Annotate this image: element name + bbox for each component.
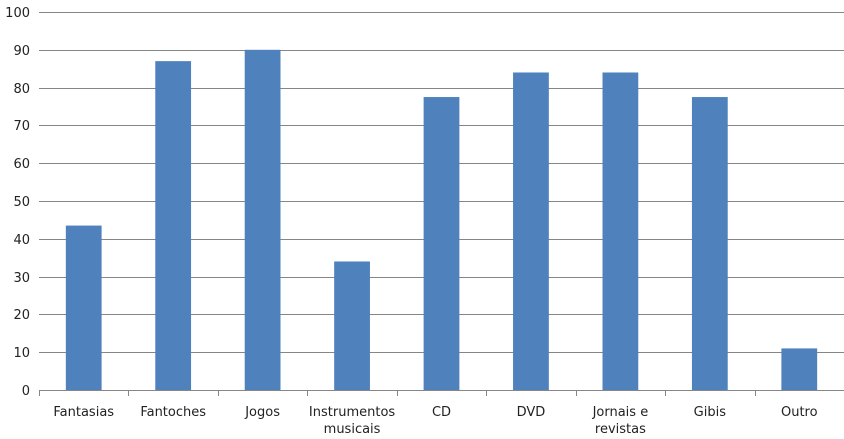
y-tick-label: 80 (13, 82, 30, 97)
y-tick-label: 50 (13, 195, 30, 210)
x-category-label: CD (432, 405, 451, 420)
bar (602, 72, 639, 390)
y-tick-label: 10 (13, 346, 30, 361)
bar (334, 261, 370, 390)
x-category-label-line: Outro (781, 405, 818, 420)
x-category-label-line: Fantasias (53, 405, 114, 420)
x-category-label-line: Instrumentos (309, 405, 395, 420)
x-category-label-line: musicais (324, 422, 381, 437)
x-category-label: Fantoches (140, 405, 206, 420)
x-category-label: DVD (517, 405, 546, 420)
x-category-label-line: revistas (595, 422, 646, 437)
bar (781, 348, 818, 390)
x-category-label-line: CD (432, 405, 451, 420)
x-category-label: Instrumentos musicais (309, 405, 395, 437)
y-tick-label: 40 (13, 233, 30, 248)
x-category-label: Fantasias (53, 405, 114, 420)
x-category-label-line: Jogos (244, 405, 280, 420)
y-tick-label: 20 (13, 308, 30, 323)
x-category-label-line: DVD (517, 405, 546, 420)
x-category-label: Outro (781, 405, 818, 420)
x-category-label: Gibis (694, 405, 727, 420)
y-tick-label: 30 (13, 271, 30, 286)
y-axis-tick-labels: 0 10 20 30 40 50 60 70 80 90 100 (5, 6, 30, 399)
bars (65, 49, 818, 391)
x-category-label-line: Fantoches (140, 405, 206, 420)
x-category-label: Jornais e revistas (592, 405, 649, 437)
y-tick-label: 90 (13, 44, 30, 59)
bar (691, 97, 728, 391)
bar (244, 49, 281, 391)
y-tick-label: 100 (5, 6, 30, 21)
y-tick-label: 70 (13, 119, 30, 134)
y-tick-label: 0 (22, 384, 30, 399)
bar (513, 72, 549, 390)
x-category-label-line: Gibis (694, 405, 727, 420)
bar (155, 61, 192, 390)
bar (65, 225, 102, 390)
bar (423, 97, 460, 391)
y-tick-label: 60 (13, 157, 30, 172)
x-axis (39, 390, 844, 396)
x-category-label-line: Jornais e (592, 405, 649, 420)
x-category-label: Jogos (244, 405, 280, 420)
x-axis-category-labels: Fantasias Fantoches Jogos Instrumentos music… (53, 405, 817, 437)
